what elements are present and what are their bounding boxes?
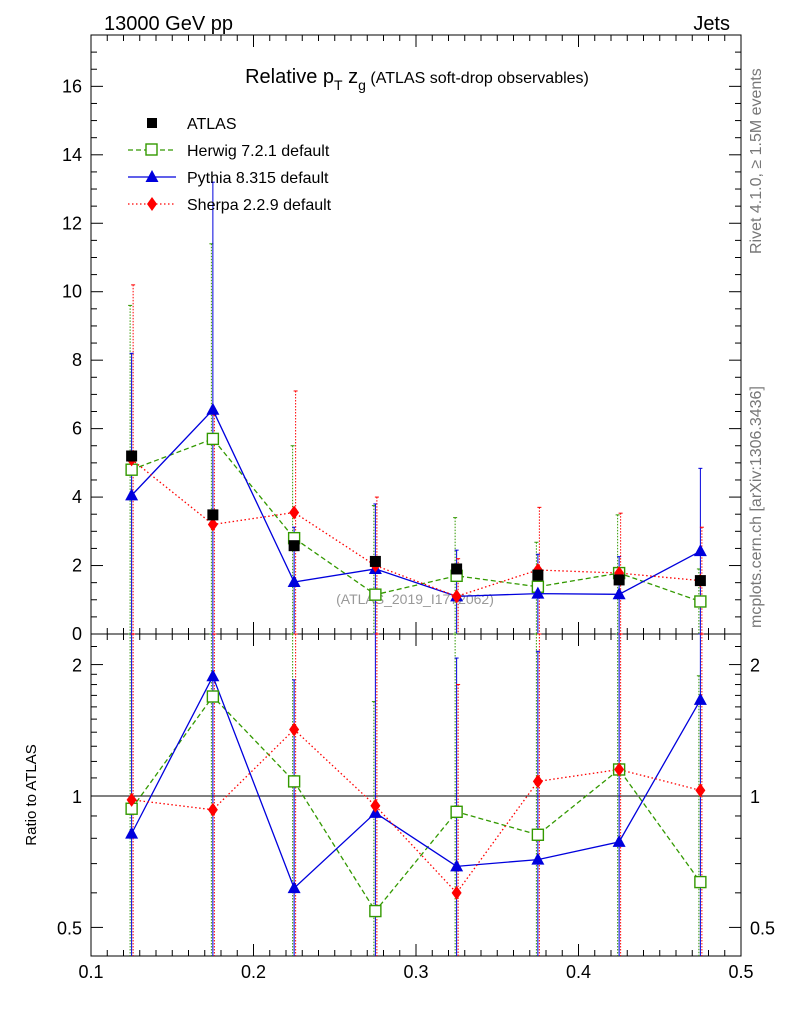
ratio-y-tick-label-right: 2	[750, 656, 760, 676]
atlas-point	[532, 569, 544, 581]
sherpa-point	[532, 774, 543, 789]
herwig-point	[287, 775, 301, 788]
sherpa-point	[289, 722, 300, 737]
legend-herwig-marker	[145, 143, 158, 156]
sherpa-point	[207, 802, 218, 817]
x-tick-label: 0.1	[78, 962, 103, 982]
ratio-herwig-line	[131, 695, 701, 913]
atlas-point	[126, 450, 138, 462]
pythia-point	[531, 852, 545, 865]
herwig-point	[694, 595, 707, 608]
sherpa-point	[695, 783, 706, 798]
y-tick-label: 12	[62, 213, 82, 233]
pythia-point	[287, 881, 301, 894]
mcplots-label: mcplots.cern.ch [arXiv:1306.3436]	[748, 386, 765, 628]
header-left: 13000 GeV pp	[104, 13, 233, 35]
atlas-point	[613, 574, 625, 586]
y-tick-label: 0	[72, 624, 82, 644]
ratio-y-tick-label: 0.5	[57, 918, 82, 938]
sherpa-point	[370, 798, 381, 813]
sherpa-point	[207, 517, 218, 532]
ratio-ylabel: Ratio to ATLAS	[23, 744, 40, 845]
y-tick-label: 14	[62, 145, 82, 165]
legend-pythia-marker	[145, 170, 159, 182]
legend: ATLAS Herwig 7.2.1 default Pythia 8.315 …	[128, 116, 332, 214]
title-mid: z	[343, 66, 359, 88]
atlas-point	[207, 509, 219, 521]
pythia-point	[206, 669, 220, 682]
ratio-y-tick-label: 1	[72, 787, 82, 807]
atlas-point	[451, 563, 463, 575]
sherpa-point	[289, 505, 300, 520]
herwig-point	[694, 875, 707, 889]
pythia-point	[125, 826, 139, 839]
pythia-point	[612, 587, 626, 600]
x-tick-label: 0.2	[241, 962, 266, 982]
pythia-point	[450, 859, 464, 872]
ratio-y-tick-label: 2	[72, 656, 82, 676]
ratio-axis-ticks: 0.1 0.2 0.3 0.4 0.5 0.5 0.5 1 1 2 2	[57, 634, 775, 982]
legend-atlas-label: ATLAS	[187, 116, 237, 133]
main-data-series	[125, 181, 707, 634]
ratio-data-series	[125, 633, 707, 956]
legend-sherpa-label: Sherpa 2.2.9 default	[187, 197, 332, 214]
herwig-point	[531, 828, 545, 841]
pythia-point	[206, 402, 220, 415]
y-tick-label: 8	[72, 350, 82, 370]
herwig-point	[450, 805, 463, 818]
ratio-y-tick-label-right: 1	[750, 787, 760, 807]
atlas-point	[369, 555, 381, 567]
main-pythia-line	[131, 408, 701, 598]
herwig-point	[369, 904, 382, 918]
plot-title: Relative pT zg (ATLAS soft-drop observab…	[245, 66, 589, 93]
legend-entry-atlas: ATLAS	[147, 116, 237, 133]
sherpa-point	[126, 792, 137, 807]
watermark: (ATLAS_2019_I1772062)	[336, 591, 494, 607]
herwig-point	[369, 588, 382, 601]
title-post: (ATLAS soft-drop observables)	[366, 70, 589, 87]
pythia-point	[125, 488, 139, 501]
y-tick-label: 2	[72, 556, 82, 576]
legend-entry-herwig: Herwig 7.2.1 default	[128, 143, 330, 160]
legend-entry-sherpa: Sherpa 2.2.9 default	[128, 197, 332, 214]
legend-pythia-label: Pythia 8.315 default	[187, 170, 329, 187]
rivet-label: Rivet 4.1.0, ≥ 1.5M events	[748, 68, 765, 254]
x-tick-label: 0.3	[403, 962, 428, 982]
legend-sherpa-marker	[147, 197, 157, 211]
sherpa-point	[451, 885, 462, 900]
main-herwig-line	[131, 438, 701, 603]
herwig-point	[206, 690, 220, 703]
pythia-point	[287, 574, 301, 587]
ratio-pythia-line	[131, 674, 701, 890]
atlas-point	[288, 540, 300, 552]
y-tick-label: 10	[62, 282, 82, 302]
x-tick-label: 0.5	[728, 962, 753, 982]
atlas-point	[694, 575, 706, 587]
main-panel: 0 2 4 6 8 10 12 14 16 (ATLAS_2019_I1772062) Rela…	[62, 34, 742, 644]
title-pre: Relative p	[245, 66, 334, 88]
ratio-y-tick-label-right: 0.5	[750, 918, 775, 938]
sherpa-point	[614, 762, 625, 777]
legend-entry-pythia: Pythia 8.315 default	[128, 170, 329, 187]
x-tick-label: 0.4	[566, 962, 591, 982]
y-tick-label: 4	[72, 487, 82, 507]
sherpa-point	[451, 589, 462, 604]
pythia-point	[612, 834, 626, 847]
pythia-point	[531, 586, 545, 599]
legend-herwig-label: Herwig 7.2.1 default	[187, 143, 330, 160]
title-sub: T	[334, 77, 343, 93]
herwig-point	[206, 432, 220, 446]
ratio-sherpa-line	[131, 728, 701, 894]
pythia-point	[693, 544, 707, 557]
title-sub2: g	[358, 77, 366, 93]
y-tick-label: 6	[72, 419, 82, 439]
ratio-panel: 0.1 0.2 0.3 0.4 0.5 0.5 0.5 1 1 2 2 Ratio to ATLAS	[23, 633, 775, 982]
legend-atlas-marker	[147, 118, 157, 128]
pythia-point	[693, 692, 707, 705]
y-tick-label: 16	[62, 76, 82, 96]
main-axis-ticks: 0 2 4 6 8 10 12 14 16	[62, 34, 742, 644]
header-right: Jets	[693, 13, 730, 35]
